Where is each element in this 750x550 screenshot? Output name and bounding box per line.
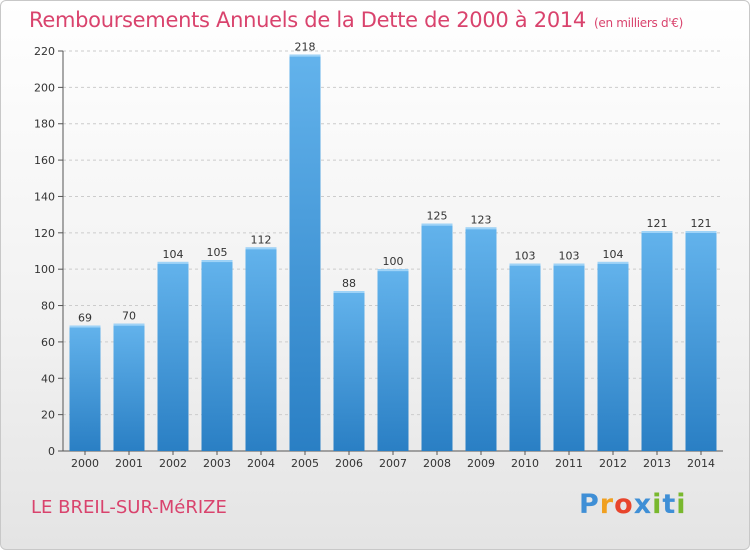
x-tick-label: 2001 xyxy=(115,457,143,470)
bar-top-highlight xyxy=(597,261,629,264)
x-tick-label: 2010 xyxy=(511,457,539,470)
bar-top-highlight xyxy=(421,223,453,226)
bar-top-highlight xyxy=(113,323,145,326)
x-tick-label: 2000 xyxy=(71,457,99,470)
y-tick-label: 140 xyxy=(34,190,55,203)
bar-2013 xyxy=(641,231,673,451)
x-tick-label: 2014 xyxy=(687,457,715,470)
x-tick-label: 2009 xyxy=(467,457,495,470)
y-tick-label: 20 xyxy=(41,409,55,422)
logo-letter: o xyxy=(614,489,634,520)
commune-name: LE BREIL-SUR-MéRIZE xyxy=(31,497,227,518)
logo-letter: x xyxy=(633,489,653,520)
value-label: 70 xyxy=(122,310,136,323)
y-tick-label: 180 xyxy=(34,118,55,131)
value-label: 218 xyxy=(295,41,316,54)
bar-2007 xyxy=(377,269,409,451)
bar-2010 xyxy=(509,263,541,451)
value-label: 69 xyxy=(78,312,92,325)
bar-2002 xyxy=(157,261,189,451)
chart-unit: (en milliers d'€) xyxy=(594,16,684,30)
bar-top-highlight xyxy=(201,260,233,263)
logo-letter: i xyxy=(676,489,687,520)
proxiti-logo: Proxiti xyxy=(579,489,687,520)
y-tick-label: 100 xyxy=(34,263,55,276)
y-tick-label: 40 xyxy=(41,372,55,385)
bar-2000 xyxy=(69,325,101,451)
y-tick-label: 0 xyxy=(48,445,55,458)
bar-2001 xyxy=(113,323,145,451)
x-tick-label: 2012 xyxy=(599,457,627,470)
bar-top-highlight xyxy=(333,291,365,293)
x-tick-label: 2008 xyxy=(423,457,451,470)
value-label: 104 xyxy=(603,248,624,261)
bar-top-highlight xyxy=(157,261,189,264)
logo-letter: r xyxy=(599,489,615,520)
bar-2009 xyxy=(465,227,497,451)
logo-letter: i xyxy=(652,489,663,520)
bar-top-highlight xyxy=(465,227,497,230)
bar-top-highlight xyxy=(553,263,585,266)
bar-top-highlight xyxy=(509,263,541,266)
value-label: 125 xyxy=(427,210,448,223)
value-label: 103 xyxy=(515,250,536,263)
chart-title-text: Remboursements Annuels de la Dette de 20… xyxy=(29,8,586,32)
value-label: 121 xyxy=(647,217,668,230)
bar-2008 xyxy=(421,223,453,451)
bar-2004 xyxy=(245,247,277,451)
x-tick-label: 2011 xyxy=(555,457,583,470)
y-tick-label: 200 xyxy=(34,81,55,94)
bar-2014 xyxy=(685,231,717,451)
x-tick-label: 2003 xyxy=(203,457,231,470)
bar-top-highlight xyxy=(377,269,409,272)
chart-title: Remboursements Annuels de la Dette de 20… xyxy=(29,8,683,32)
value-label: 105 xyxy=(207,246,228,259)
y-tick-label: 120 xyxy=(34,227,55,240)
bar-top-highlight xyxy=(289,54,321,57)
x-tick-label: 2004 xyxy=(247,457,275,470)
bar-top-highlight xyxy=(685,231,717,233)
y-tick-label: 60 xyxy=(41,336,55,349)
bar-2012 xyxy=(597,261,629,451)
value-label: 100 xyxy=(383,255,404,268)
y-tick-label: 80 xyxy=(41,300,55,313)
logo-letter: P xyxy=(579,489,600,520)
value-label: 104 xyxy=(163,248,184,261)
x-tick-label: 2006 xyxy=(335,457,363,470)
bar-top-highlight xyxy=(245,247,277,250)
y-tick-label: 220 xyxy=(34,45,55,58)
bar-2006 xyxy=(333,291,365,451)
bar-2005 xyxy=(289,54,321,452)
bar-top-highlight xyxy=(641,231,673,233)
value-label: 103 xyxy=(559,250,580,263)
value-label: 121 xyxy=(691,217,712,230)
value-label: 88 xyxy=(342,277,356,290)
x-tick-label: 2007 xyxy=(379,457,407,470)
value-label: 112 xyxy=(251,233,272,246)
x-tick-label: 2002 xyxy=(159,457,187,470)
bar-2003 xyxy=(201,260,233,451)
bar-2011 xyxy=(553,263,585,451)
logo-letter: t xyxy=(662,489,677,520)
bar-top-highlight xyxy=(69,325,101,328)
y-tick-label: 160 xyxy=(34,154,55,167)
x-tick-label: 2005 xyxy=(291,457,319,470)
x-tick-label: 2013 xyxy=(643,457,671,470)
value-label: 123 xyxy=(471,213,492,226)
